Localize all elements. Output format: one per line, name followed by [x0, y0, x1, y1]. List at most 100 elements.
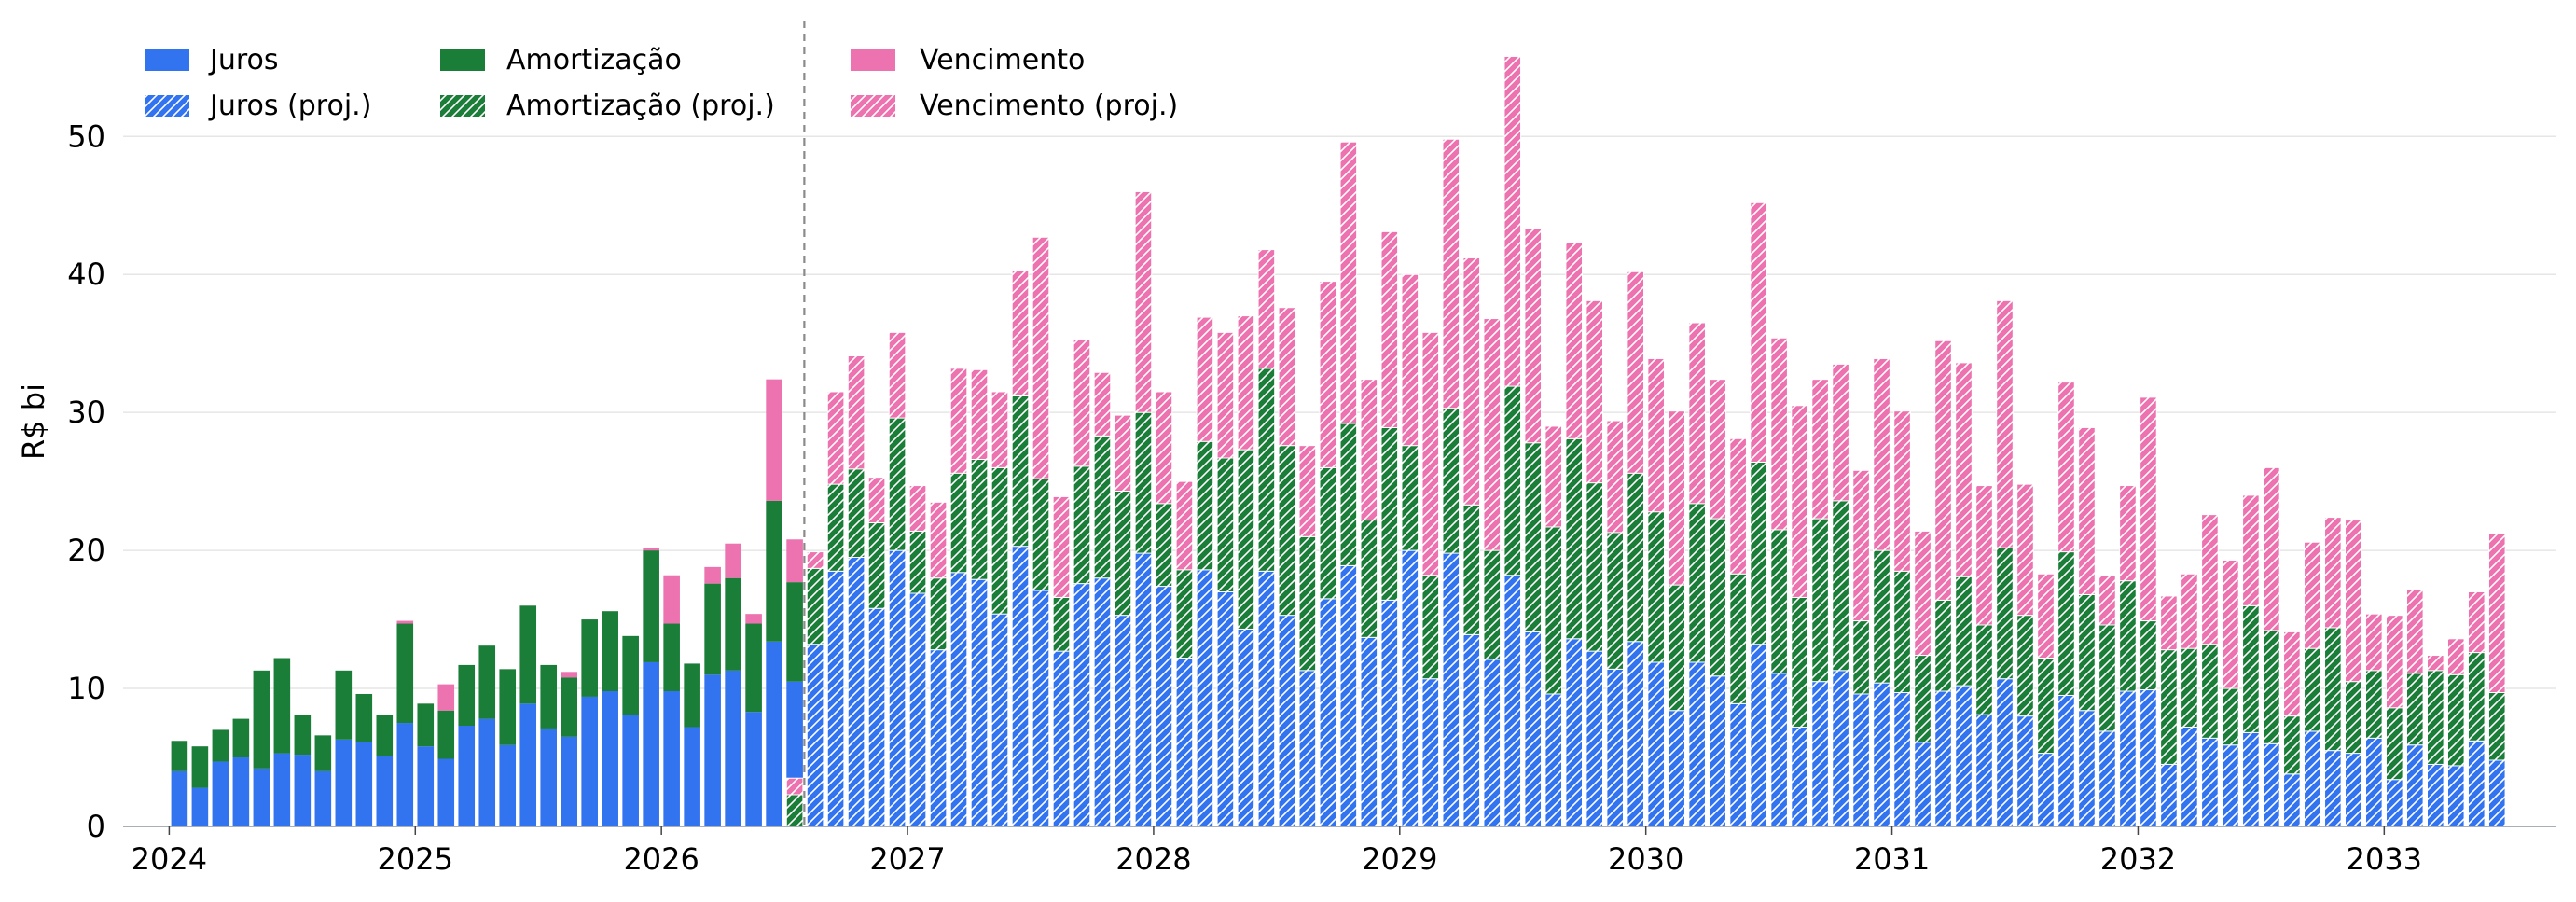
- bar-vencimento-proj-2031-11: [2098, 575, 2116, 626]
- bar-vencimento-2026-07: [786, 539, 803, 583]
- y-tick-label-50: 50: [67, 118, 105, 154]
- bar-amortizacao-proj-2030-05: [1729, 573, 1747, 704]
- bar-amortizacao-2026-07: [786, 582, 803, 682]
- bar-vencimento-proj-2028-10: [1339, 141, 1358, 424]
- bar-vencimento-proj-2027-06: [1011, 270, 1030, 396]
- bar-vencimento-proj-2026-07: [785, 777, 804, 796]
- bar-juros-proj-2029-04: [1462, 633, 1481, 827]
- bar-juros-proj-2030-02: [1668, 710, 1685, 827]
- bar-vencimento-proj-2033-06: [2487, 533, 2506, 693]
- bar-juros-proj-2032-07: [2263, 742, 2280, 827]
- bar-amortizacao-proj-2028-01: [1155, 503, 1173, 588]
- legend-item-juros-proj: Juros (proj.): [145, 90, 371, 122]
- bar-amortizacao-proj-2031-02: [1914, 655, 1932, 743]
- bar-amortizacao-2026-05: [745, 623, 762, 713]
- bar-amortizacao-proj-2028-04: [1216, 457, 1235, 592]
- bar-amortizacao-proj-2029-08: [1544, 526, 1563, 695]
- bar-vencimento-proj-2029-06: [1503, 55, 1522, 387]
- bar-vencimento-proj-2026-09: [826, 391, 845, 485]
- bar-vencimento-proj-2030-07: [1770, 337, 1788, 531]
- bar-juros-proj-2031-06: [1996, 678, 2014, 827]
- bar-juros-proj-2032-02: [2160, 763, 2178, 827]
- bar-vencimento-2024-12: [396, 620, 414, 624]
- bar-amortizacao-proj-2033-03: [2426, 670, 2444, 765]
- bar-amortizacao-proj-2027-05: [990, 466, 1009, 615]
- bar-vencimento-proj-2031-12: [2119, 485, 2137, 582]
- bar-juros-2025-09: [581, 696, 598, 826]
- x-tick-label-2032: 2032: [2100, 841, 2176, 877]
- bar-vencimento-proj-2032-11: [2345, 520, 2362, 683]
- bar-juros-2024-02: [191, 787, 209, 826]
- bar-amortizacao-proj-2032-10: [2324, 627, 2342, 752]
- bar-juros-2024-05: [253, 768, 270, 826]
- bar-juros-proj-2030-10: [1832, 670, 1849, 827]
- bar-amortizacao-proj-2032-07: [2263, 630, 2280, 744]
- x-tick-label-2025: 2025: [378, 841, 453, 877]
- bar-vencimento-proj-2030-04: [1709, 379, 1726, 520]
- bar-amortizacao-proj-2026-09: [826, 483, 845, 572]
- bar-juros-proj-2029-07: [1524, 631, 1543, 827]
- legend-item-vencimento: Vencimento: [851, 44, 1085, 76]
- bar-juros-2025-07: [540, 728, 558, 826]
- bar-vencimento-proj-2028-03: [1196, 316, 1214, 442]
- bar-amortizacao-proj-2028-10: [1339, 423, 1358, 566]
- bar-amortizacao-proj-2032-03: [2181, 647, 2198, 728]
- bar-juros-proj-2026-10: [847, 557, 866, 827]
- bar-juros-proj-2029-09: [1565, 638, 1584, 827]
- bar-amortizacao-proj-2030-03: [1688, 503, 1706, 663]
- bar-juros-proj-2029-08: [1544, 693, 1563, 827]
- bar-juros-2025-10: [602, 691, 618, 826]
- bar-juros-proj-2032-05: [2222, 744, 2239, 827]
- bar-juros-proj-2032-03: [2181, 726, 2198, 827]
- bar-juros-proj-2027-05: [990, 613, 1009, 827]
- bar-juros-proj-2030-03: [1688, 661, 1706, 827]
- bar-juros-proj-2029-02: [1421, 678, 1440, 827]
- bar-juros-2025-12: [643, 661, 659, 826]
- legend-label-juros: Juros: [208, 44, 279, 76]
- bar-vencimento-proj-2032-09: [2304, 541, 2321, 649]
- bar-juros-proj-2029-11: [1606, 668, 1624, 827]
- bar-amortizacao-2025-07: [540, 664, 558, 729]
- bar-amortizacao-proj-2026-07: [785, 794, 804, 827]
- bar-amortizacao-2024-08: [314, 735, 332, 771]
- bar-vencimento-proj-2030-02: [1668, 410, 1685, 586]
- bar-juros-2026-02: [684, 727, 700, 826]
- bar-juros-proj-2028-05: [1237, 628, 1255, 827]
- bar-vencimento-proj-2027-11: [1114, 414, 1132, 492]
- bar-amortizacao-2025-10: [602, 611, 618, 692]
- bar-juros-proj-2030-12: [1873, 682, 1890, 827]
- bar-vencimento-proj-2031-05: [1975, 485, 1993, 626]
- x-tick-label-2027: 2027: [869, 841, 945, 877]
- y-tick-label-40: 40: [67, 257, 105, 292]
- bar-vencimento-proj-2031-03: [1934, 340, 1952, 601]
- bar-amortizacao-proj-2030-06: [1750, 461, 1767, 645]
- legend-item-vencimento-proj: Vencimento (proj.): [851, 90, 1178, 122]
- bar-vencimento-proj-2031-09: [2057, 382, 2075, 553]
- bar-vencimento-proj-2031-04: [1955, 362, 1973, 577]
- bar-amortizacao-2025-01: [417, 703, 435, 747]
- bar-amortizacao-proj-2031-12: [2119, 580, 2137, 692]
- bar-juros-proj-2032-06: [2242, 731, 2260, 827]
- bar-juros-proj-2032-10: [2324, 750, 2342, 827]
- bar-amortizacao-proj-2030-08: [1791, 596, 1808, 728]
- bar-amortizacao-proj-2029-02: [1421, 575, 1440, 680]
- bar-amortizacao-proj-2028-11: [1360, 520, 1378, 638]
- x-tick-label-2033: 2033: [2347, 841, 2422, 877]
- bar-vencimento-proj-2030-01: [1647, 357, 1665, 513]
- bar-vencimento-proj-2028-05: [1237, 315, 1255, 451]
- bar-vencimento-proj-2029-09: [1565, 242, 1584, 439]
- bar-juros-proj-2027-03: [949, 572, 968, 827]
- bar-juros-proj-2031-05: [1975, 714, 1993, 827]
- bar-vencimento-proj-2028-04: [1216, 331, 1235, 459]
- bar-amortizacao-proj-2026-10: [847, 468, 866, 559]
- bar-vencimento-2026-01: [663, 575, 680, 624]
- bar-amortizacao-proj-2029-03: [1442, 408, 1461, 554]
- bar-amortizacao-proj-2031-09: [2057, 551, 2075, 696]
- bar-amortizacao-proj-2030-01: [1647, 511, 1665, 663]
- bar-amortizacao-2026-04: [725, 577, 741, 671]
- bar-amortizacao-2024-02: [191, 746, 209, 788]
- bar-juros-proj-2030-09: [1811, 681, 1829, 827]
- bar-amortizacao-proj-2027-07: [1032, 478, 1050, 591]
- bar-vencimento-proj-2030-09: [1811, 379, 1829, 520]
- bar-juros-proj-2029-10: [1586, 650, 1604, 827]
